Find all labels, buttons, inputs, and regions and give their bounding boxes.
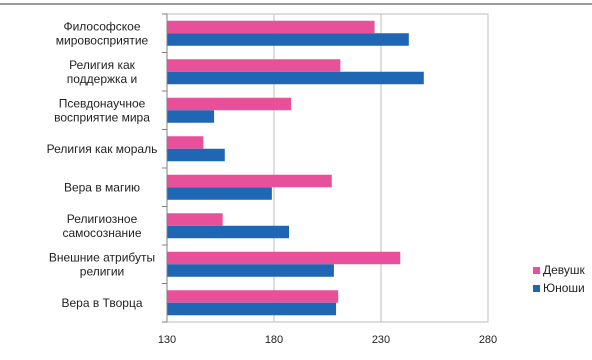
bar-girls (167, 290, 339, 303)
category-label: Внешние атрибуты (49, 250, 155, 264)
legend: Девушк Юноши (533, 263, 586, 295)
bar-girls (167, 59, 341, 72)
x-tick-label: 130 (158, 334, 176, 346)
category-label: поддержка и (67, 72, 138, 86)
axes (162, 13, 168, 323)
legend-swatch-boys (533, 285, 540, 292)
bar-boys (167, 33, 409, 46)
legend-label-boys: Юноши (543, 281, 585, 295)
bar-boys (167, 225, 289, 239)
category-label: восприятие мира (54, 110, 150, 124)
category-label: Вера в Творца (61, 296, 142, 310)
category-label: Вера в магию (64, 180, 140, 194)
bar-girls (167, 97, 292, 111)
legend-swatch-girls (533, 267, 540, 274)
category-label: Философское (63, 19, 140, 33)
bar-girls (167, 213, 223, 226)
category-label: самосознание (62, 226, 141, 240)
bar-girls (167, 174, 332, 188)
bar-boys (167, 71, 424, 85)
category-label: Религия как мораль (47, 142, 158, 156)
legend-label-girls: Девушк (543, 263, 586, 277)
x-tick-label: 180 (265, 334, 283, 346)
bar-girls (167, 20, 375, 34)
bar-girls (167, 251, 401, 265)
category-label: мировосприятие (56, 33, 149, 47)
bar-boys (167, 264, 334, 277)
x-tick-label: 280 (479, 334, 497, 346)
x-tick-labels: 130 180 230 280 (158, 334, 497, 346)
category-label: Религиозное (67, 212, 138, 226)
bar-boys (167, 302, 337, 316)
category-label: религии (80, 264, 124, 278)
bar-girls (167, 136, 204, 149)
bars (167, 20, 424, 316)
category-label: Псевдонаучное (59, 96, 146, 110)
bar-boys (167, 187, 272, 200)
bar-boys (167, 148, 225, 162)
category-label: Религия как (69, 58, 136, 72)
x-tick-label: 230 (372, 334, 390, 346)
bar-boys (167, 110, 215, 123)
